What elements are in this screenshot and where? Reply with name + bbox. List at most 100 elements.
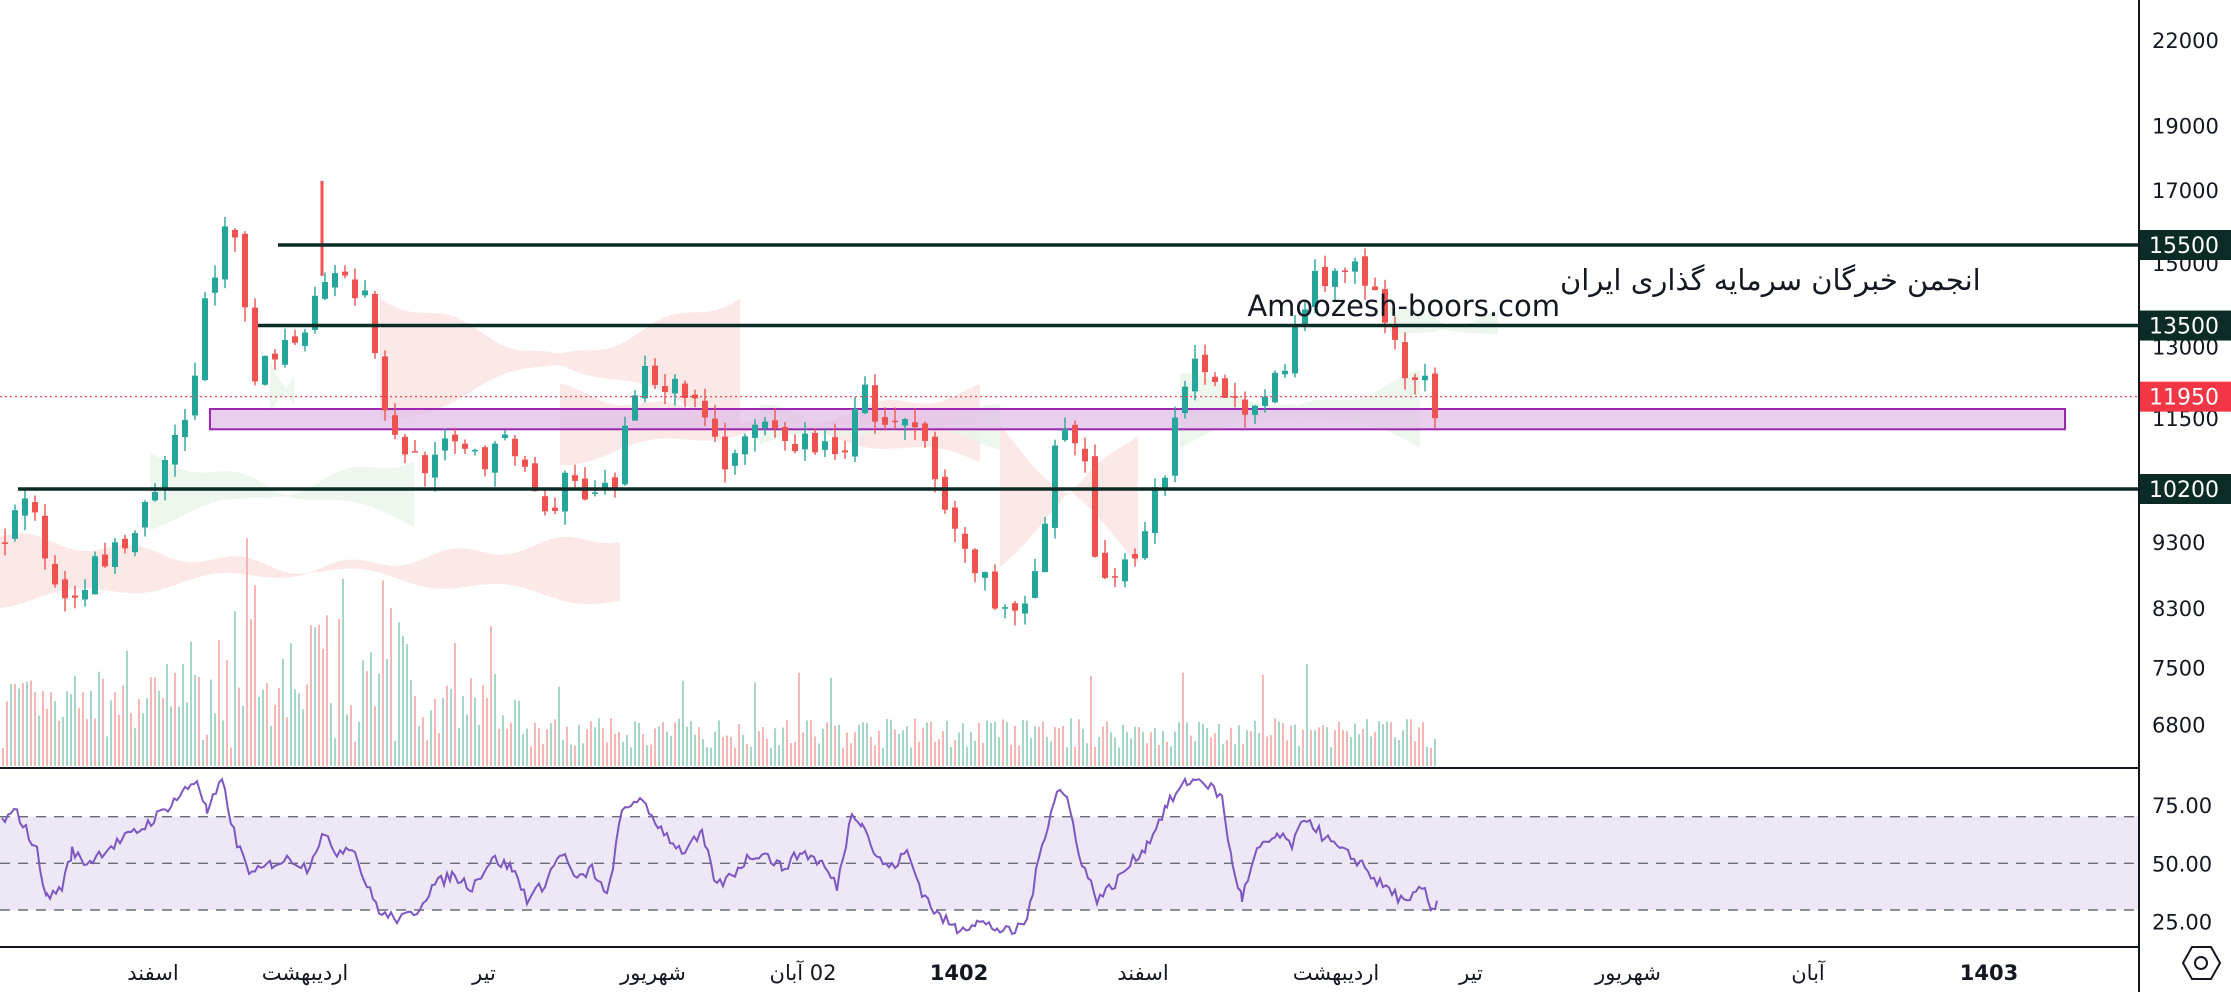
candle [1002, 604, 1008, 619]
candle [1322, 255, 1328, 292]
candle [442, 428, 448, 461]
volume-bar [1010, 744, 1012, 766]
volume-bar [1234, 744, 1236, 766]
volume-bar [494, 674, 496, 766]
candle [382, 350, 388, 421]
candle [232, 228, 238, 252]
candle [1142, 522, 1148, 560]
volume-bar [1154, 728, 1156, 766]
volume-bar [46, 709, 48, 766]
volume-bar [290, 643, 292, 766]
volume-bar [1190, 735, 1192, 766]
volume-bar [626, 734, 628, 766]
price-tick-label: 17000 [2152, 179, 2219, 203]
volume-bar [326, 615, 328, 766]
volume-bar [1374, 731, 1376, 766]
volume-bar [842, 747, 844, 766]
volume-bar [1058, 727, 1060, 766]
volume-bar [294, 689, 296, 766]
candle [942, 469, 948, 514]
volume-bar [170, 706, 172, 766]
time-tick-label: 02 آبان [770, 960, 837, 985]
candle [1082, 437, 1088, 473]
volume-bar [654, 728, 656, 766]
volume-bar [746, 743, 748, 766]
volume-bar [974, 740, 976, 766]
volume-bar [1358, 734, 1360, 766]
volume-bar [1118, 747, 1120, 766]
candle [1102, 539, 1108, 580]
candle [142, 500, 148, 537]
volume-bar [146, 698, 148, 766]
volume-bar [1262, 674, 1264, 766]
settings-icon[interactable] [2181, 946, 2222, 980]
volume-bar [898, 733, 900, 766]
candle [122, 534, 128, 554]
candle [192, 362, 198, 421]
volume-bar [982, 742, 984, 766]
candle [612, 472, 618, 498]
volume-bar [994, 721, 996, 766]
candle [642, 355, 648, 403]
candle [12, 504, 18, 542]
candle [652, 358, 658, 390]
volume-bar [810, 719, 812, 766]
volume-bar [1094, 746, 1096, 766]
time-tick-label: شهریور [1594, 961, 1661, 985]
volume-bar [1082, 728, 1084, 766]
volume-bar [534, 722, 536, 766]
candle [852, 397, 858, 462]
candle [152, 483, 158, 502]
volume-bar [786, 719, 788, 766]
volume-bar [1090, 675, 1092, 766]
cloud-segment [270, 362, 294, 413]
candle [622, 416, 628, 486]
volume-bar [1206, 728, 1208, 766]
candle [92, 551, 98, 595]
candle [322, 272, 328, 301]
candle [1222, 374, 1228, 398]
volume-bar [1078, 719, 1080, 766]
volume-bar [314, 627, 316, 766]
volume-bar [674, 722, 676, 766]
candle [212, 265, 218, 306]
volume-bar [74, 675, 76, 766]
volume-bar [642, 734, 644, 766]
candle [722, 422, 728, 483]
volume-bar [570, 744, 572, 766]
volume-bar [878, 730, 880, 766]
volume-bar [1106, 721, 1108, 766]
candle [1372, 277, 1378, 291]
volume-bar [390, 608, 392, 766]
volume-bar [286, 717, 288, 766]
candle [1122, 553, 1128, 588]
candle [422, 451, 428, 487]
volume-bar [450, 688, 452, 766]
volume-bar [358, 721, 360, 766]
volume-bar [106, 736, 108, 766]
rsi-tick-label: 50.00 [2152, 852, 2212, 876]
volume-bar [1062, 726, 1064, 766]
volume-bar [770, 747, 772, 766]
candle [1212, 372, 1218, 387]
candle [452, 427, 458, 454]
volume-bar [58, 720, 60, 766]
volume-bar [930, 721, 932, 766]
volume-bar [506, 728, 508, 766]
volume-bar [558, 686, 560, 766]
volume-bar [722, 737, 724, 766]
candle [242, 231, 248, 322]
cloud-segment [1000, 424, 1138, 568]
volume-bar [614, 733, 616, 766]
candle [162, 456, 168, 501]
volume-bar [1390, 722, 1392, 766]
price-tick-label: 9300 [2152, 531, 2205, 555]
candle [132, 530, 138, 557]
candle [272, 349, 278, 370]
volume-bar [574, 745, 576, 766]
volume-bar [346, 714, 348, 766]
horizontal-levels [0, 243, 2138, 491]
volume-bar [646, 745, 648, 766]
volume-bar [1194, 741, 1196, 766]
candle [1072, 420, 1078, 456]
